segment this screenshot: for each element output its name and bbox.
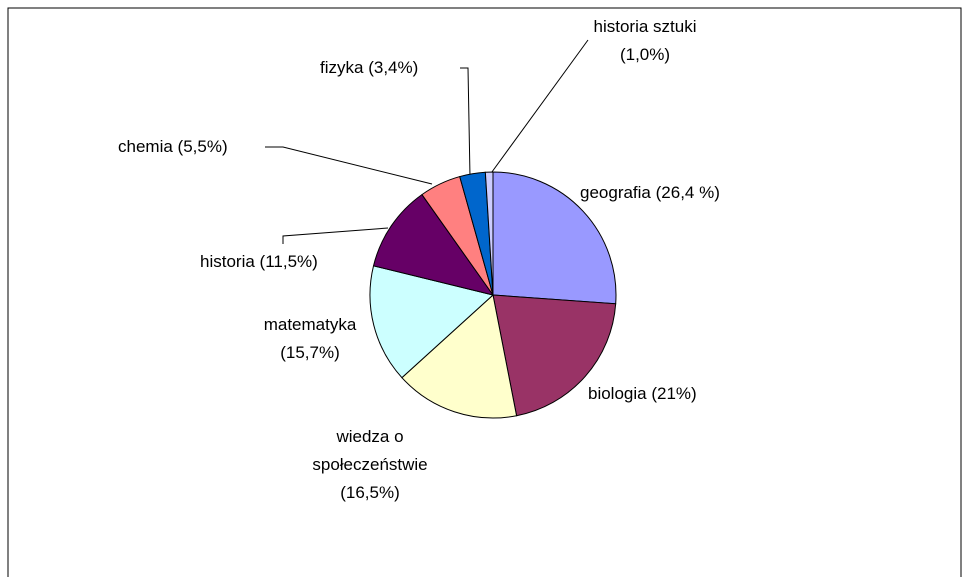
pie-slice bbox=[372, 193, 495, 296]
category-name: geografia bbox=[580, 183, 651, 202]
value-label: (5,5%) bbox=[177, 137, 228, 156]
leader-line bbox=[460, 67, 471, 178]
category-name: fizyka bbox=[320, 58, 364, 77]
category-name: matematyka bbox=[263, 315, 357, 334]
pie-slice bbox=[401, 294, 518, 419]
data-label: chemia (5,5%) bbox=[118, 133, 278, 161]
data-label: matematyka (15,7%) bbox=[245, 311, 375, 367]
category-name: historia sztuki bbox=[593, 17, 697, 36]
slices bbox=[369, 171, 617, 419]
value-label: (3,4%) bbox=[368, 58, 419, 77]
data-label: wiedza o społeczeństwie (16,5%) bbox=[300, 423, 440, 507]
pie-slice bbox=[492, 294, 617, 417]
data-label: historia (11,5%) bbox=[200, 248, 370, 276]
value-label: (16,5%) bbox=[340, 483, 400, 502]
category-name: biologia bbox=[588, 384, 647, 403]
leader-line bbox=[488, 39, 589, 177]
value-label: (21%) bbox=[651, 384, 697, 403]
category-name: chemia bbox=[118, 137, 173, 156]
category-name: wiedza o społeczeństwie bbox=[312, 427, 428, 474]
data-label: historia sztuki (1,0%) bbox=[565, 13, 725, 69]
data-label: biologia (21%) bbox=[588, 380, 748, 408]
value-label: (15,7%) bbox=[280, 343, 340, 362]
category-name: historia bbox=[200, 252, 255, 271]
frame bbox=[7, 7, 962, 577]
pie-slice bbox=[484, 171, 494, 296]
pie-slice bbox=[369, 265, 495, 379]
value-label: (11,5%) bbox=[259, 252, 318, 271]
leader-line bbox=[282, 227, 389, 244]
data-label: fizyka (3,4%) bbox=[320, 54, 470, 82]
value-label: (26,4 %) bbox=[655, 183, 720, 202]
leader-line bbox=[265, 146, 433, 185]
pie-slice bbox=[492, 171, 617, 305]
leader-lines bbox=[265, 39, 589, 244]
value-label: (1,0%) bbox=[619, 45, 671, 64]
data-label: geografia (26,4 %) bbox=[580, 179, 780, 207]
